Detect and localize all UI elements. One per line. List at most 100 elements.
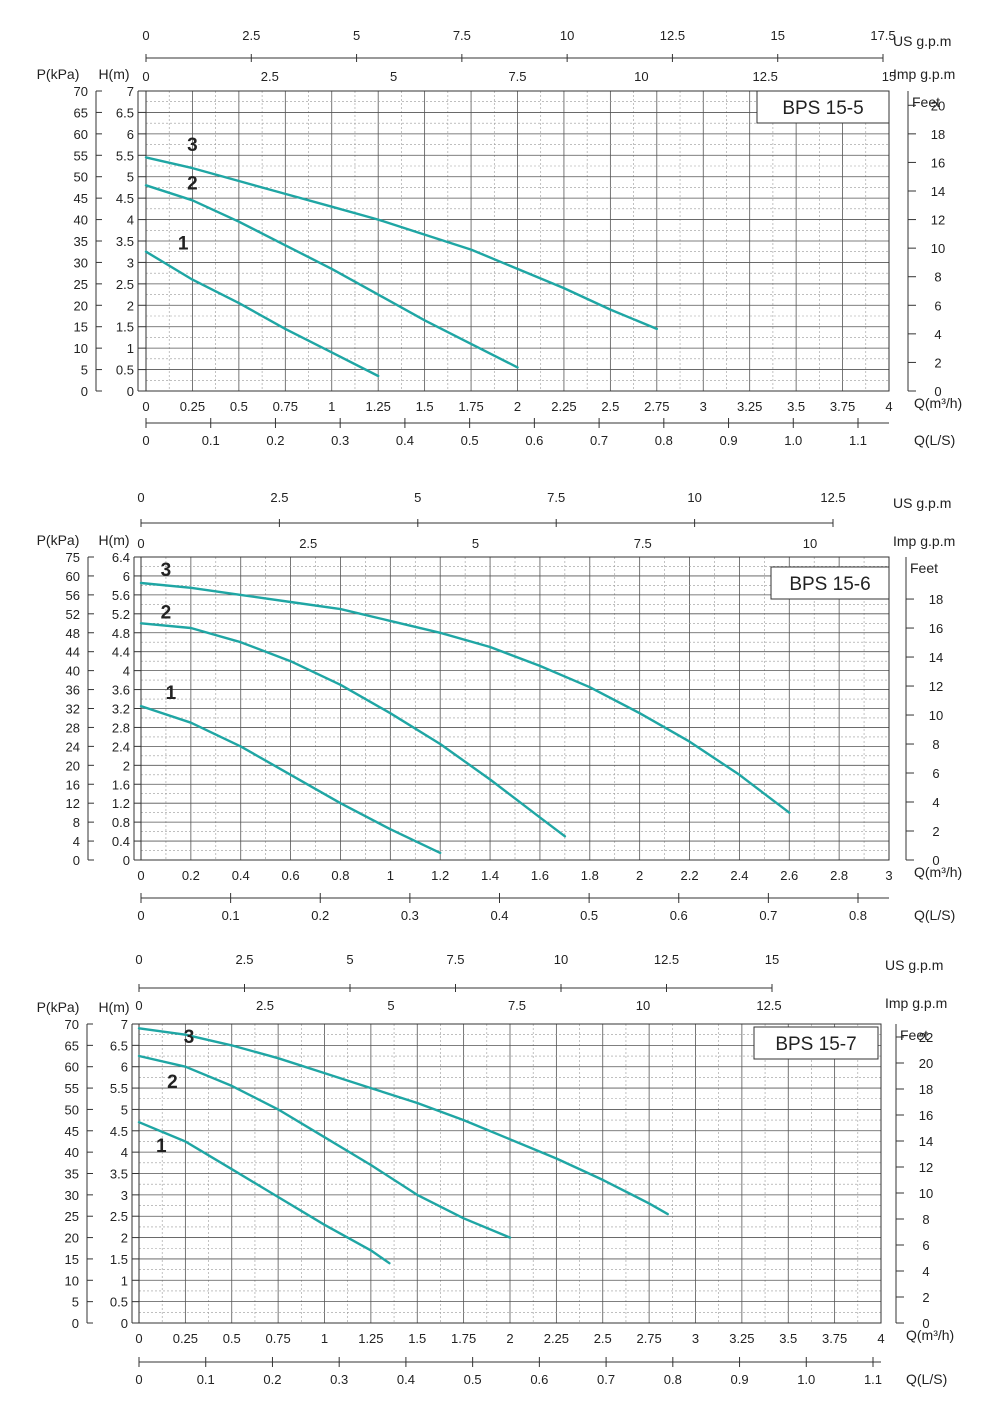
chart-3-x-tick-label: 0.5: [223, 1331, 241, 1346]
chart-3-x-tick-label: 3.5: [779, 1331, 797, 1346]
chart-1-h-tick-label: 2.5: [116, 277, 134, 292]
chart-3-us-tick-label: 5: [346, 952, 353, 967]
chart-1-imp-tick-label: 5: [390, 69, 397, 84]
chart-2-h-tick-label: 5.6: [112, 588, 130, 603]
chart-2-x-tick-label: 0: [137, 868, 144, 883]
chart-1-ls-tick-label: 1.0: [784, 433, 802, 448]
chart-3-imp-tick-label: 0: [135, 998, 142, 1013]
chart-2-x-tick-label: 1.2: [431, 868, 449, 883]
chart-2-kpa-tick-label: 56: [66, 588, 80, 603]
chart-1-feet-tick-label: 10: [931, 241, 945, 256]
chart-1-h-tick-label: 5: [127, 170, 134, 185]
chart-2-curve-2: [139, 622, 567, 838]
chart-3-feet-tick-label: 8: [922, 1212, 929, 1227]
chart-3-kpa-axis-label: P(kPa): [37, 999, 80, 1015]
chart-2-curve-1: [139, 704, 442, 855]
chart-1-curve-3: [144, 156, 658, 331]
chart-1-x-tick-label: 0: [142, 399, 149, 414]
chart-3-ls-tick-label: 0.9: [731, 1372, 749, 1387]
chart-1-h-tick-label: 4.5: [116, 191, 134, 206]
chart-1-kpa-tick-label: 60: [74, 127, 88, 142]
chart-2-kpa-tick-label: 75: [66, 550, 80, 565]
chart-2-feet-tick-label: 18: [929, 592, 943, 607]
chart-3-x-tick-label: 3.25: [729, 1331, 754, 1346]
chart-2-ls-tick-label: 0.4: [490, 908, 508, 923]
chart-2-x-tick-label: 0.2: [182, 868, 200, 883]
chart-1-title-box: [756, 90, 890, 124]
chart-3-kpa-tick-label: 70: [65, 1017, 79, 1032]
chart-3-us-tick-label: 7.5: [446, 952, 464, 967]
chart-2-curve-3: [139, 581, 791, 814]
chart-2-title-box: [770, 566, 890, 600]
chart-3-curve-3: [137, 1027, 669, 1216]
chart-1-us-tick-label: 17.5: [870, 28, 895, 43]
chart-1-us-tick-label: 7.5: [453, 28, 471, 43]
chart-1-x-tick-label: 2.75: [644, 399, 669, 414]
chart-3-h-tick-label: 4: [121, 1145, 128, 1160]
chart-2-kpa-tick-label: 24: [66, 739, 80, 754]
chart-2-h-tick-label: 1.6: [112, 777, 130, 792]
chart-3-feet-tick-label: 16: [919, 1108, 933, 1123]
chart-3-ls-tick-label: 0.8: [664, 1372, 682, 1387]
chart-2-ls-tick-label: 0: [137, 908, 144, 923]
chart-3-x-tick-label: 3: [692, 1331, 699, 1346]
chart-1-kpa-tick-label: 10: [74, 341, 88, 356]
chart-2-h-tick-label: 3.6: [112, 683, 130, 698]
chart-1-curve-1: [144, 250, 380, 378]
chart-3-x-tick-label: 2.5: [594, 1331, 612, 1346]
chart-1-x-tick-label: 3.5: [787, 399, 805, 414]
chart-2-ls-tick-label: 0.3: [401, 908, 419, 923]
chart-2-h-tick-label: 6: [123, 569, 130, 584]
chart-3-feet-tick-label: 2: [922, 1290, 929, 1305]
chart-2-h-tick-label: 1.2: [112, 796, 130, 811]
chart-1-imp-tick-label: 10: [634, 69, 648, 84]
chart-1-x-tick-label: 0.5: [230, 399, 248, 414]
chart-1-kpa-tick-label: 30: [74, 255, 88, 270]
chart-3-ls-tick-label: 1.0: [797, 1372, 815, 1387]
chart-2-kpa-tick-label: 52: [66, 607, 80, 622]
chart-3-ls-tick-label: 0.7: [597, 1372, 615, 1387]
chart-2-kpa-tick-label: 44: [66, 645, 80, 660]
chart-1-kpa-tick-label: 40: [74, 213, 88, 228]
chart-3-imp-tick-label: 5: [387, 998, 394, 1013]
chart-2-kpa-tick-label: 8: [73, 815, 80, 830]
chart-2-h-tick-label: 4.4: [112, 645, 130, 660]
chart-3-kpa-tick-label: 30: [65, 1188, 79, 1203]
chart-2-us-tick-label: 7.5: [547, 490, 565, 505]
chart-2-x-tick-label: 0.4: [232, 868, 250, 883]
chart-1-ls-tick-label: 1.1: [849, 433, 867, 448]
chart-1-curve-label-2: 2: [187, 174, 198, 195]
chart-1-kpa-tick-label: 55: [74, 148, 88, 163]
chart-3-feet-tick-label: 20: [919, 1056, 933, 1071]
chart-1-kpa-tick-label: 70: [74, 84, 88, 99]
chart-2-curve-label-2: 2: [161, 603, 172, 624]
chart-2-imp-tick-label: 0: [137, 536, 144, 551]
chart-2-x-tick-label: 2: [636, 868, 643, 883]
chart-3-curve-2: [137, 1054, 512, 1239]
chart-1-feet-tick-label: 6: [934, 298, 941, 313]
chart-1-ls-tick-label: 0.1: [202, 433, 220, 448]
chart-3-ls-tick-label: 0.1: [197, 1372, 215, 1387]
chart-3-h-tick-label: 1.5: [110, 1252, 128, 1267]
chart-3-kpa-tick-label: 5: [72, 1295, 79, 1310]
chart-2-kpa-tick-label: 16: [66, 777, 80, 792]
chart-1-us-tick-label: 2.5: [242, 28, 260, 43]
chart-3-feet-axis-label: Feet: [900, 1027, 928, 1043]
chart-1-feet-tick-label: 4: [934, 327, 941, 342]
chart-2-feet-tick-label: 6: [932, 766, 939, 781]
chart-2-x-axis-label: Q(m³/h): [914, 864, 962, 880]
chart-3-h-tick-label: 5: [121, 1102, 128, 1117]
chart-1-h-tick-label: 3: [127, 255, 134, 270]
chart-2-feet-tick-label: 12: [929, 679, 943, 694]
chart-3-feet-tick-label: 14: [919, 1134, 933, 1149]
chart-1-imp-tick-label: 7.5: [508, 69, 526, 84]
chart-2-imp-tick-label: 10: [803, 536, 817, 551]
chart-2-kpa-tick-label: 60: [66, 569, 80, 584]
chart-2-x-tick-label: 2.4: [730, 868, 748, 883]
chart-3-h-tick-label: 6: [121, 1060, 128, 1075]
chart-3-ls-axis-label: Q(L/S): [906, 1371, 947, 1387]
chart-2-imp-tick-label: 5: [472, 536, 479, 551]
chart-3-curve-label-3: 3: [184, 1027, 195, 1048]
chart-1-kpa-tick-label: 20: [74, 298, 88, 313]
chart-3-kpa-tick-label: 10: [65, 1273, 79, 1288]
